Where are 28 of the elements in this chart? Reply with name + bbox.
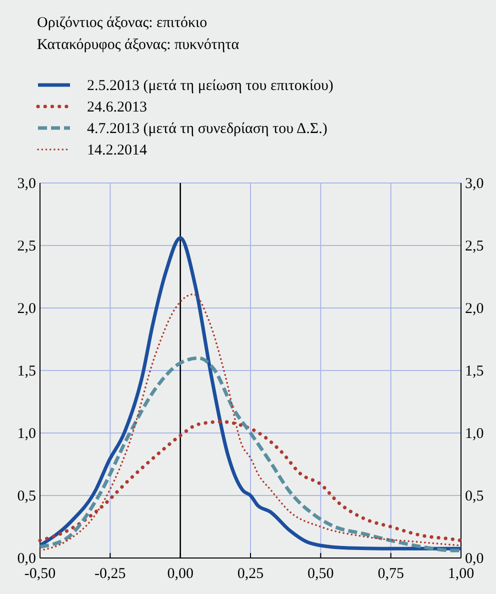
x-tick-label: -0,25 [94, 566, 126, 582]
x-tick-label: 0,00 [167, 566, 194, 582]
chart-subtitle: Κατακόρυφος άξονας: πυκνότητα [37, 37, 240, 53]
y2-tick-label: 1,5 [465, 364, 484, 380]
x-tick-label: 0,25 [237, 566, 264, 582]
x-tick-label: -0,50 [24, 566, 56, 582]
y2-tick-label: 1,0 [465, 426, 484, 442]
chart-title: Οριζόντιος άξονας: επιτόκιο [37, 15, 208, 31]
y-tick-label: 2,0 [17, 301, 36, 317]
legend-label: 4.7.2013 (μετά τη συνεδρίαση του Δ.Σ.) [87, 121, 328, 137]
y-tick-label: 3,0 [17, 176, 36, 192]
y2-tick-label: 2,0 [465, 301, 484, 317]
y2-tick-label: 0,5 [465, 488, 484, 504]
y-tick-label: 0,0 [17, 551, 36, 567]
y-tick-label: 1,0 [17, 426, 36, 442]
y-tick-label: 1,5 [17, 364, 36, 380]
legend-label: 14.2.2014 [87, 142, 148, 158]
y2-tick-label: 2,5 [465, 238, 484, 254]
x-tick-label: 1,00 [448, 566, 474, 582]
line-series [38, 236, 463, 550]
legend-label: 2.5.2013 (μετά τη μείωση του επιτοκίου) [87, 78, 334, 94]
y-tick-label: 2,5 [17, 238, 36, 254]
y2-tick-label: 0,0 [465, 551, 484, 567]
x-tick-label: 0,50 [308, 566, 334, 582]
y2-tick-label: 3,0 [465, 176, 484, 192]
legend-label: 24.6.2013 [87, 100, 147, 116]
x-tick-label: 0,75 [378, 566, 404, 582]
y-tick-label: 0,5 [17, 488, 36, 504]
